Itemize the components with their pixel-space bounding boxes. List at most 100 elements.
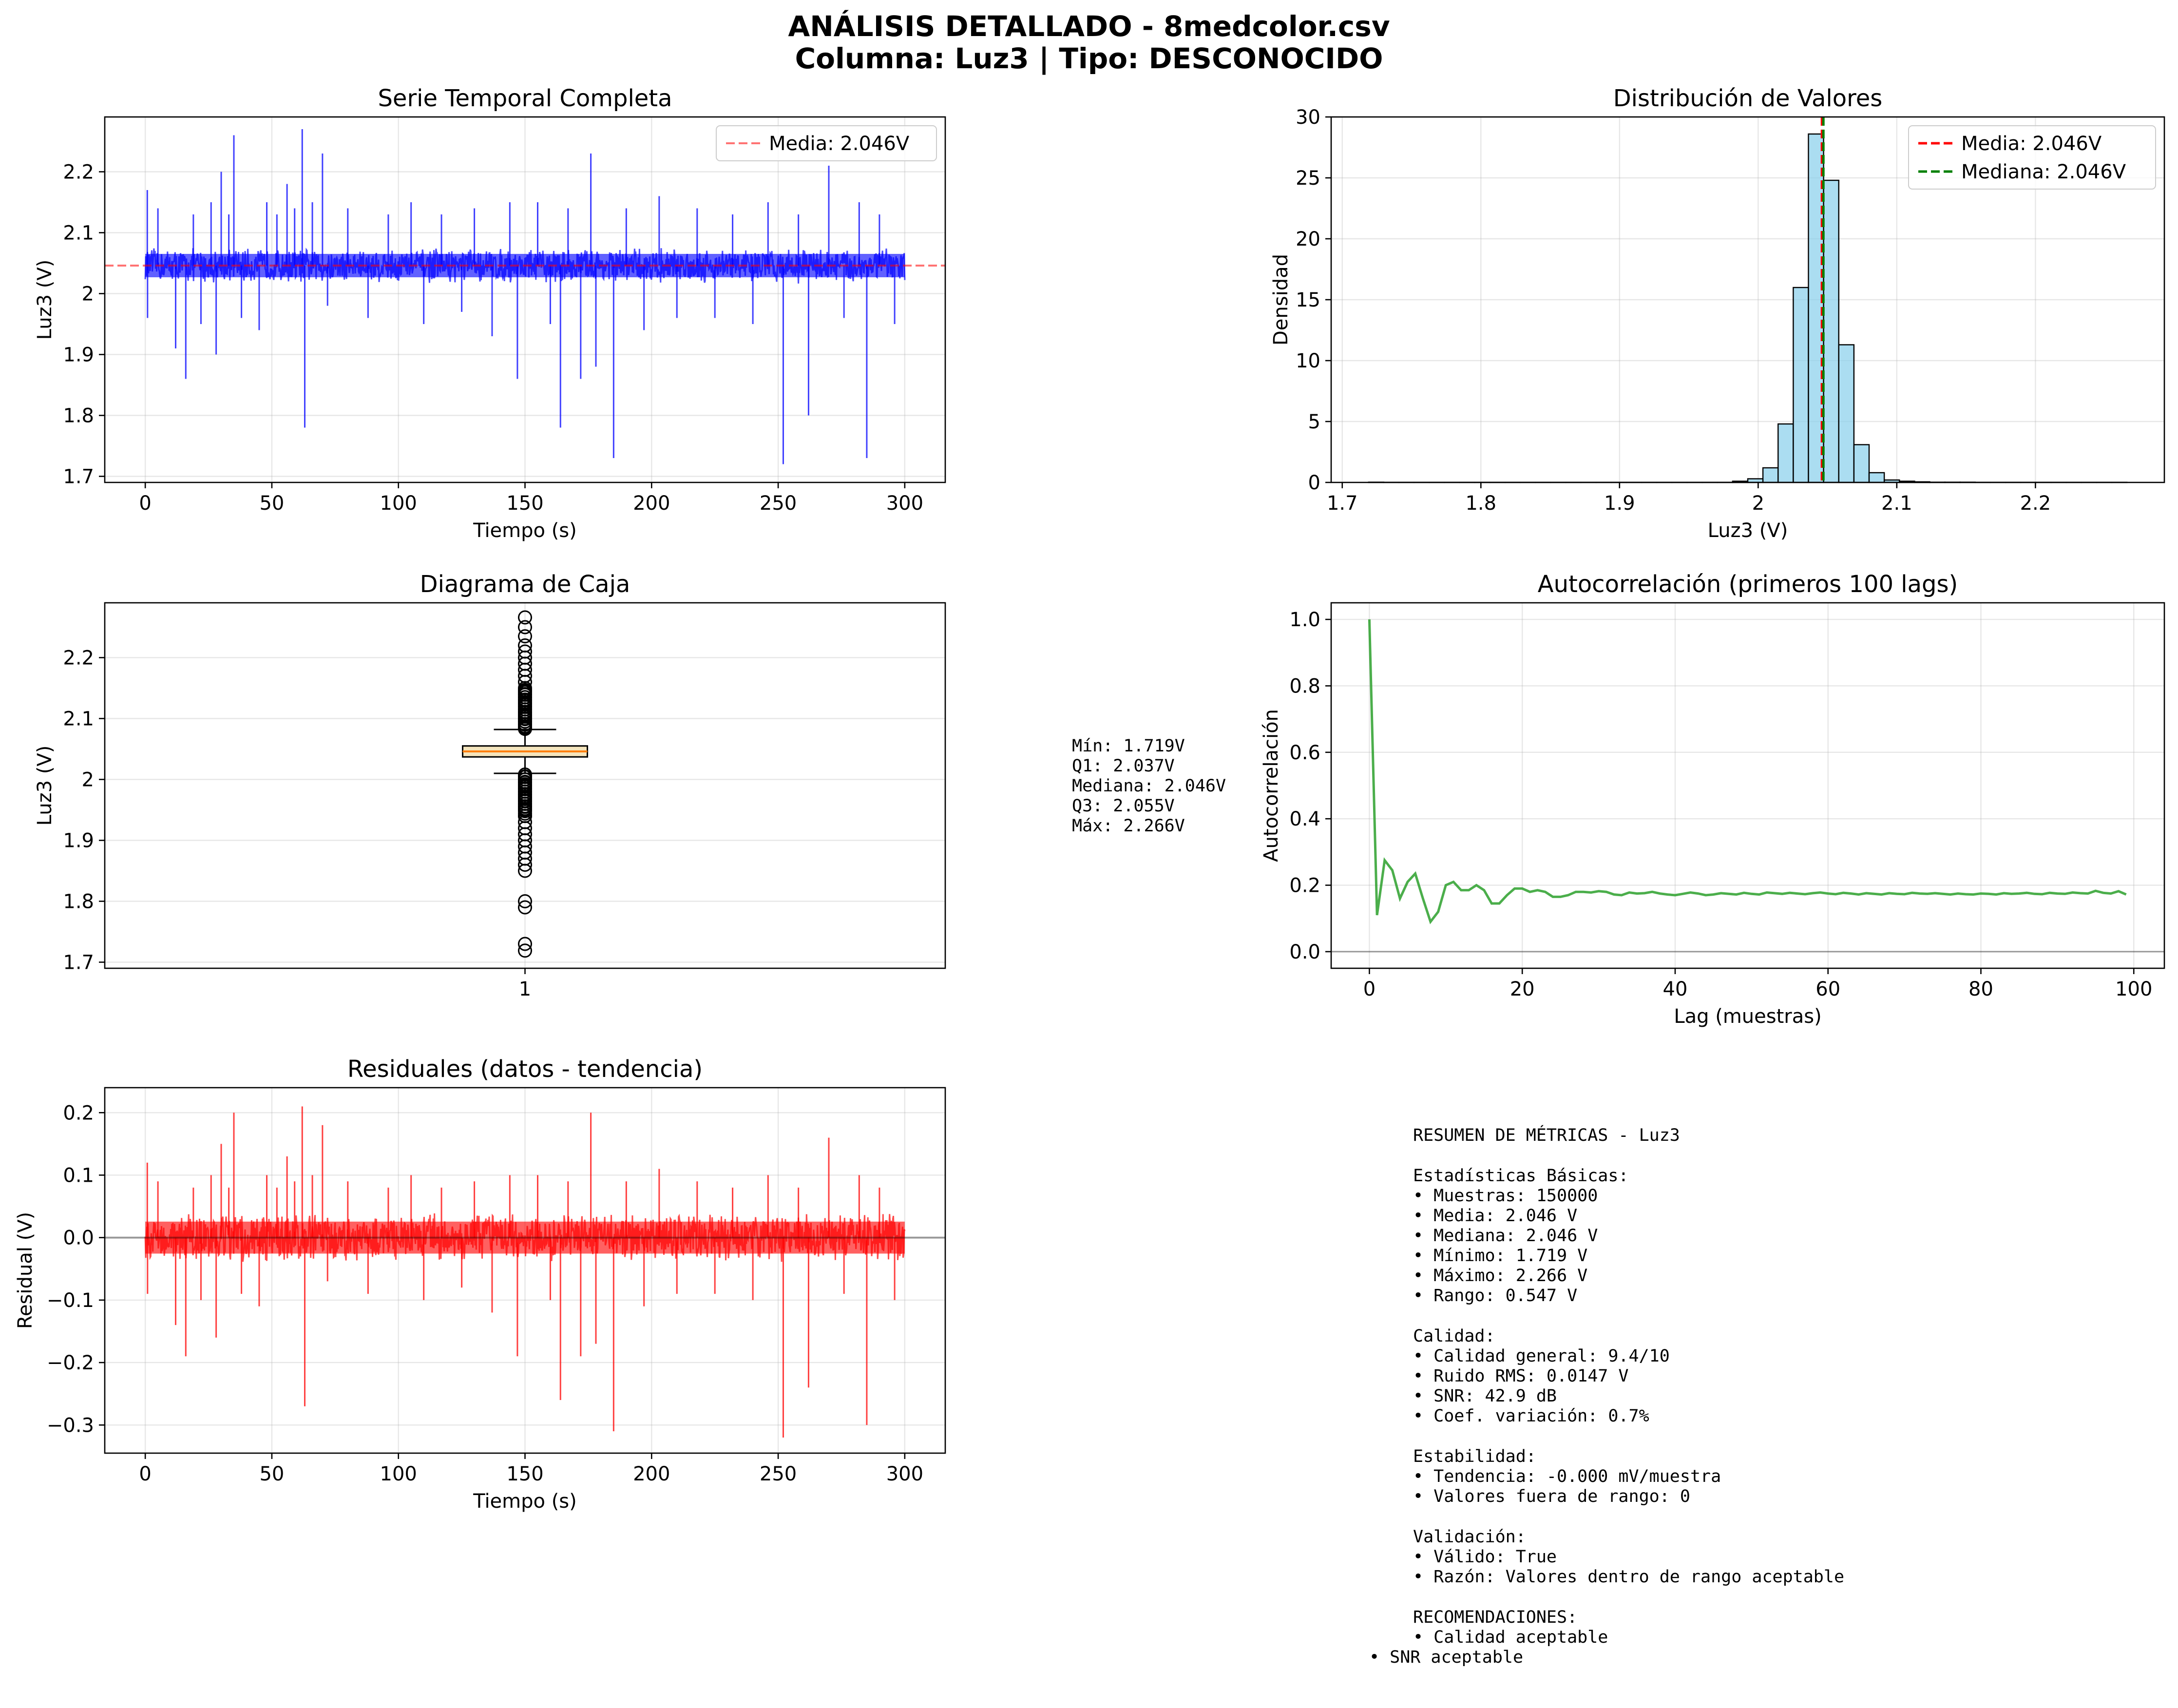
axes-frame [104,116,946,483]
legend-label-median: Mediana: 2.046V [1961,161,2126,183]
y-tick-label: 1.9 [63,830,94,852]
axes-frame [104,1087,946,1454]
stat-median: Mediana: 2.046V [1072,776,1226,796]
histogram-chart: 1.7 1.8 1.9 2 2.1 2.2 0 5 10 15 20 25 30 Distribución… [1270,85,2165,542]
boxplot-stats-text: Mín: 1.719V Q1: 2.037V Mediana: 2.046V Q… [1072,736,1226,836]
chart-title: Autocorrelación (primeros 100 lags) [1538,571,1958,598]
x-axis-label: Luz3 (V) [1708,519,1788,542]
x-tick-label: 150 [506,492,543,515]
autocorrelation-chart: 0 20 40 60 80 100 0.0 0.2 0.4 0.6 0.8 1.0 Autocorrel… [1260,571,2165,1028]
axes-frame [1330,116,2165,483]
y-tick-label: −0.3 [47,1414,94,1437]
y-tick-label: 0.8 [1289,675,1320,697]
x-tick-label: 2.2 [2020,492,2051,515]
y-tick-label: 0.4 [1289,808,1320,830]
summary-stability-heading: Estabilidad: [1413,1447,1536,1466]
legend-box [1908,125,2156,190]
y-tick-label: 2.1 [63,708,94,730]
x-tick-label: 50 [259,492,284,515]
chart-title: Residuales (datos - tendencia) [347,1056,703,1083]
x-tick-label: 0 [139,492,151,515]
y-tick-label: 0.2 [1289,875,1320,897]
y-tick-label: 2 [82,769,94,791]
x-tick-label: 80 [1968,978,1993,1000]
summary-validation-heading: Validación: [1413,1527,1526,1547]
outlier-point [518,937,532,951]
y-tick-label: 0.0 [63,1227,94,1249]
chart-title: Diagrama de Caja [420,571,630,598]
y-axis-label: Luz3 (V) [34,260,56,340]
chart-title: Distribución de Valores [1613,85,1883,112]
histogram-bar [1868,472,1885,483]
y-tick-label: 2.2 [63,647,94,670]
outlier-point [518,900,532,915]
x-axis-label: Tiempo (s) [473,519,577,542]
x-tick-label: 1 [519,978,531,1000]
y-tick-label: 0.1 [63,1164,94,1187]
y-tick-label: −0.1 [47,1289,94,1312]
y-tick-label: 1.7 [63,952,94,974]
y-tick-label: 0.6 [1289,742,1320,764]
outlier-point [518,629,532,644]
x-tick-label: 300 [886,492,923,515]
outlier-point [518,858,532,872]
outlier-point [518,894,532,908]
x-tick-label: 250 [760,492,797,515]
summary-recommendation-line: • Calidad aceptable [1413,1628,1608,1647]
outlier-point [518,683,532,697]
x-tick-label: 60 [1815,978,1840,1000]
residuals-chart: 0 50 100 150 200 250 300 −0.3 −0.2 −0.1 0.0 0.1 0.2 R… [14,1056,946,1513]
y-tick-label: 20 [1296,228,1320,250]
summary-title: RESUMEN DE MÉTRICAS - Luz3 [1413,1125,1680,1145]
x-tick-label: 100 [380,492,417,515]
y-tick-label: 5 [1308,411,1320,433]
outlier-point [518,864,532,878]
legend-box [716,125,937,161]
x-tick-label: 1.8 [1465,492,1496,515]
y-tick-label: 1.7 [63,466,94,488]
summary-basic-line: • Rango: 0.547 V [1413,1286,1577,1305]
summary-basic-line: • Muestras: 150000 [1413,1186,1598,1206]
outlier-point [518,620,532,634]
x-tick-label: 20 [1510,978,1535,1000]
summary-quality-line: • Calidad general: 9.4/10 [1413,1346,1670,1366]
x-tick-label: 100 [380,1463,417,1485]
histogram-bar [1777,423,1794,483]
y-tick-label: 30 [1296,106,1320,129]
axes-frame [1330,602,2165,969]
autocorrelation-line [1368,619,2127,924]
y-tick-label: 1.8 [63,891,94,913]
x-tick-label: 200 [633,492,670,515]
summary-validation-line: • Válido: True [1413,1547,1557,1567]
summary-recommendations-heading: RECOMENDACIONES: [1413,1608,1577,1627]
outlier-point [518,610,532,625]
figure-title-line1: ANÁLISIS DETALLADO - 8medcolor.csv [788,9,1390,43]
y-tick-label: 0.0 [1289,941,1320,963]
y-tick-label: 25 [1296,167,1320,190]
x-tick-label: 50 [259,1463,284,1485]
summary-basic-line: • Máximo: 2.266 V [1413,1266,1587,1286]
y-axis-label: Densidad [1270,254,1292,345]
histogram-bar [1793,287,1809,483]
y-axis-label: Residual (V) [14,1212,37,1329]
histogram-bar [1762,467,1779,483]
y-tick-label: 0.2 [63,1102,94,1124]
y-tick-label: 1.0 [1289,609,1320,631]
axes-frame [104,602,946,969]
histogram-bar [1823,179,1839,483]
summary-basic-line: • Mediana: 2.046 V [1413,1226,1598,1246]
summary-recommendation-line: • SNR aceptable [1369,1648,1523,1667]
x-tick-label: 150 [506,1463,543,1485]
y-axis-label: Luz3 (V) [34,746,56,826]
timeseries-chart: 0 50 100 150 200 250 300 1.7 1.8 1.9 2 2.1 2.2 Serie … [34,85,946,542]
outlier-point [518,638,532,652]
legend-label-mean: Media: 2.046V [1961,133,2102,155]
histogram-bar [1853,444,1870,483]
y-tick-label: 1.9 [63,344,94,366]
y-axis-label: Autocorrelación [1260,709,1282,862]
y-tick-label: 2 [82,283,94,306]
legend-label-mean: Media: 2.046V [769,133,910,155]
outlier-point [518,943,532,958]
y-tick-label: 2.2 [63,161,94,184]
summary-quality-line: • SNR: 42.9 dB [1413,1386,1557,1406]
